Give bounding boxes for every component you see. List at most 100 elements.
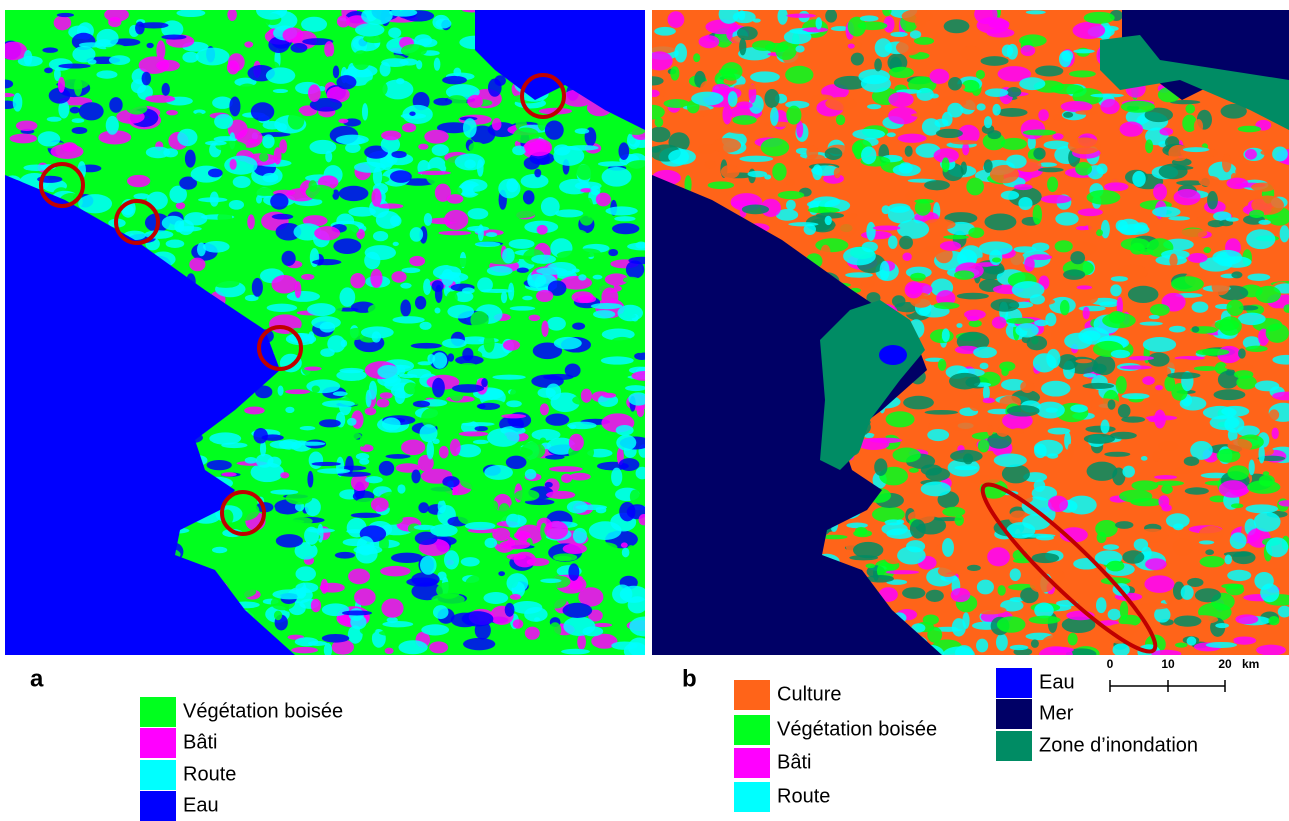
texture <box>506 456 527 469</box>
texture <box>861 75 891 93</box>
texture <box>578 274 586 280</box>
texture <box>251 102 274 121</box>
texture <box>21 77 32 85</box>
texture <box>214 114 233 129</box>
texture <box>1076 226 1089 230</box>
texture <box>529 315 541 322</box>
texture <box>238 83 257 96</box>
texture <box>524 138 552 156</box>
texture <box>505 603 515 617</box>
texture <box>308 84 321 102</box>
texture <box>272 214 293 220</box>
texture <box>247 214 255 229</box>
texture <box>1082 383 1114 389</box>
texture <box>722 105 731 125</box>
texture <box>851 53 864 66</box>
texture <box>212 278 240 288</box>
texture <box>843 247 876 265</box>
texture <box>262 134 274 148</box>
texture <box>1006 155 1027 169</box>
texture <box>963 453 973 464</box>
texture <box>996 634 1008 651</box>
texture <box>1249 210 1264 218</box>
texture <box>324 643 332 657</box>
texture <box>1180 229 1208 239</box>
texture <box>104 8 129 22</box>
texture <box>1226 584 1245 595</box>
texture <box>812 164 822 180</box>
texture <box>969 475 1001 484</box>
texture <box>626 160 655 174</box>
texture <box>1111 276 1128 282</box>
texture <box>1169 254 1177 268</box>
texture <box>596 507 607 514</box>
texture <box>278 386 284 396</box>
texture <box>336 370 366 381</box>
texture <box>371 188 381 206</box>
texture <box>371 497 389 512</box>
texture <box>1070 251 1085 264</box>
panel-label: b <box>682 665 697 692</box>
texture <box>13 93 23 112</box>
texture <box>512 601 543 614</box>
texture <box>1010 645 1029 650</box>
legend-swatch <box>140 760 176 790</box>
texture <box>985 88 1008 97</box>
texture <box>203 241 230 253</box>
texture <box>487 266 513 276</box>
texture <box>271 275 297 294</box>
texture <box>232 585 257 598</box>
texture <box>637 405 645 417</box>
texture <box>385 648 394 654</box>
texture <box>1092 364 1107 374</box>
texture <box>999 361 1015 371</box>
texture <box>539 632 547 643</box>
texture <box>902 587 925 599</box>
texture <box>622 548 630 558</box>
texture <box>634 352 649 360</box>
texture <box>196 203 206 208</box>
texture <box>612 585 632 604</box>
texture <box>433 605 448 619</box>
texture <box>338 440 356 455</box>
texture <box>285 407 294 413</box>
texture <box>1272 147 1288 162</box>
texture <box>630 490 640 504</box>
texture <box>1079 306 1106 312</box>
texture <box>224 156 257 175</box>
texture <box>273 89 288 93</box>
texture <box>804 224 816 235</box>
texture <box>409 256 425 266</box>
texture <box>1247 480 1280 494</box>
texture <box>434 58 441 71</box>
texture <box>1083 307 1090 320</box>
texture <box>885 519 903 525</box>
texture <box>750 71 780 82</box>
texture <box>984 213 1016 230</box>
texture <box>408 28 440 33</box>
texture <box>475 426 488 431</box>
texture <box>1069 70 1096 77</box>
texture <box>416 60 422 69</box>
texture <box>414 525 435 530</box>
texture <box>708 181 734 189</box>
texture <box>291 647 318 653</box>
texture <box>347 418 356 426</box>
texture <box>382 621 413 627</box>
texture <box>444 210 468 230</box>
texture <box>576 164 592 180</box>
texture <box>537 225 548 235</box>
texture <box>1021 119 1045 139</box>
texture <box>577 634 586 650</box>
texture <box>1227 465 1249 480</box>
texture <box>1096 597 1106 613</box>
texture <box>1181 585 1194 600</box>
legend-label: Eau <box>183 794 219 816</box>
texture <box>475 242 501 247</box>
texture <box>379 461 394 476</box>
texture <box>365 476 383 483</box>
texture <box>1150 304 1170 316</box>
texture <box>569 473 590 481</box>
texture <box>910 273 926 282</box>
texture <box>1173 538 1193 556</box>
